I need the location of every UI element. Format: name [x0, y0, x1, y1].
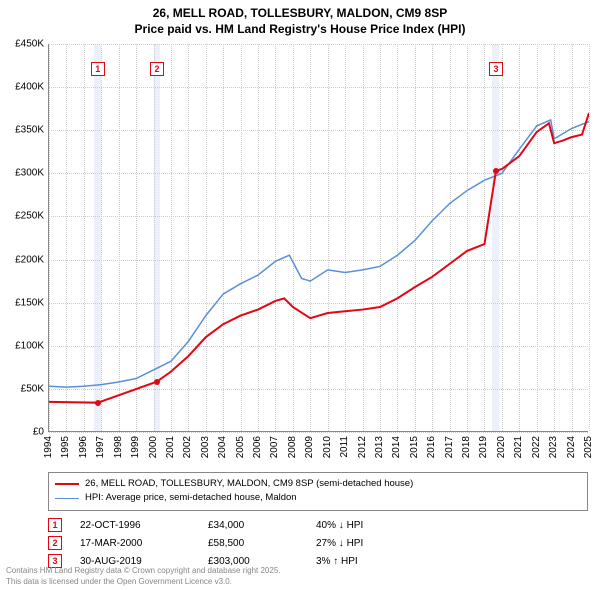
- annotation-price: £58,500: [208, 538, 298, 549]
- x-tick-label: 2001: [165, 436, 176, 458]
- x-tick-label: 2021: [513, 436, 524, 458]
- y-tick-label: £250K: [15, 211, 44, 222]
- x-tick-label: 2008: [287, 436, 298, 458]
- series-price_paid: [49, 113, 589, 403]
- marker-point: [493, 168, 499, 174]
- annotation-price: £303,000: [208, 556, 298, 567]
- marker-point: [154, 379, 160, 385]
- x-tick-label: 2005: [235, 436, 246, 458]
- x-tick-label: 2022: [531, 436, 542, 458]
- y-tick-label: £400K: [15, 82, 44, 93]
- y-tick-label: £450K: [15, 39, 44, 50]
- attribution-line1: Contains HM Land Registry data © Crown c…: [6, 566, 281, 576]
- y-tick-label: £300K: [15, 168, 44, 179]
- x-tick-label: 1997: [95, 436, 106, 458]
- marker-label-box: 2: [150, 62, 164, 76]
- y-tick-label: £200K: [15, 254, 44, 265]
- annotation-date: 30-AUG-2019: [80, 556, 190, 567]
- gridline-vertical: [589, 44, 590, 431]
- x-tick-label: 1995: [60, 436, 71, 458]
- x-tick-label: 2017: [444, 436, 455, 458]
- gridline-horizontal: [49, 432, 588, 433]
- x-tick-label: 2023: [548, 436, 559, 458]
- legend: 26, MELL ROAD, TOLLESBURY, MALDON, CM9 8…: [48, 472, 588, 511]
- legend-label: 26, MELL ROAD, TOLLESBURY, MALDON, CM9 8…: [85, 477, 413, 491]
- x-tick-label: 2015: [409, 436, 420, 458]
- x-tick-label: 2011: [339, 436, 350, 458]
- annotation-marker: 1: [48, 518, 62, 532]
- annotation-delta: 40% ↓ HPI: [316, 520, 406, 531]
- title-line1: 26, MELL ROAD, TOLLESBURY, MALDON, CM9 8…: [0, 6, 600, 22]
- chart-svg: [49, 44, 589, 432]
- x-tick-label: 2025: [583, 436, 594, 458]
- y-tick-label: £100K: [15, 340, 44, 351]
- x-tick-label: 2000: [148, 436, 159, 458]
- x-tick-label: 2019: [478, 436, 489, 458]
- x-tick-label: 2004: [217, 436, 228, 458]
- x-tick-label: 1996: [78, 436, 89, 458]
- x-tick-label: 1998: [113, 436, 124, 458]
- y-tick-label: £150K: [15, 297, 44, 308]
- y-tick-label: £350K: [15, 125, 44, 136]
- x-tick-label: 2024: [566, 436, 577, 458]
- x-tick-label: 2006: [252, 436, 263, 458]
- chart-plot-area: 1 2 3: [48, 44, 588, 432]
- x-tick-label: 2020: [496, 436, 507, 458]
- annotation-price: £34,000: [208, 520, 298, 531]
- legend-label: HPI: Average price, semi-detached house,…: [85, 491, 297, 505]
- title-line2: Price paid vs. HM Land Registry's House …: [0, 22, 600, 38]
- legend-item-price-paid: 26, MELL ROAD, TOLLESBURY, MALDON, CM9 8…: [55, 477, 581, 491]
- legend-item-hpi: HPI: Average price, semi-detached house,…: [55, 491, 581, 505]
- x-tick-label: 2007: [269, 436, 280, 458]
- x-tick-label: 2016: [426, 436, 437, 458]
- x-tick-label: 2009: [304, 436, 315, 458]
- annotation-row: 2 17-MAR-2000 £58,500 27% ↓ HPI: [48, 534, 588, 552]
- x-tick-label: 1994: [43, 436, 54, 458]
- annotation-date: 17-MAR-2000: [80, 538, 190, 549]
- annotation-marker: 2: [48, 536, 62, 550]
- y-tick-label: £50K: [21, 383, 44, 394]
- annotation-date: 22-OCT-1996: [80, 520, 190, 531]
- marker-label-box: 3: [489, 62, 503, 76]
- attribution: Contains HM Land Registry data © Crown c…: [6, 566, 281, 587]
- annotation-row: 1 22-OCT-1996 £34,000 40% ↓ HPI: [48, 516, 588, 534]
- legend-swatch: [55, 483, 79, 485]
- x-tick-label: 2018: [461, 436, 472, 458]
- x-tick-label: 2003: [200, 436, 211, 458]
- x-tick-label: 1999: [130, 436, 141, 458]
- x-tick-label: 2010: [322, 436, 333, 458]
- chart-title: 26, MELL ROAD, TOLLESBURY, MALDON, CM9 8…: [0, 0, 600, 37]
- marker-label-box: 1: [91, 62, 105, 76]
- x-tick-label: 2012: [357, 436, 368, 458]
- marker-point: [95, 400, 101, 406]
- annotation-table: 1 22-OCT-1996 £34,000 40% ↓ HPI 2 17-MAR…: [48, 516, 588, 570]
- annotation-delta: 27% ↓ HPI: [316, 538, 406, 549]
- attribution-line2: This data is licensed under the Open Gov…: [6, 577, 281, 587]
- legend-swatch: [55, 498, 79, 499]
- annotation-delta: 3% ↑ HPI: [316, 556, 406, 567]
- x-tick-label: 2002: [182, 436, 193, 458]
- x-tick-label: 2014: [391, 436, 402, 458]
- series-hpi: [49, 120, 589, 387]
- x-tick-label: 2013: [374, 436, 385, 458]
